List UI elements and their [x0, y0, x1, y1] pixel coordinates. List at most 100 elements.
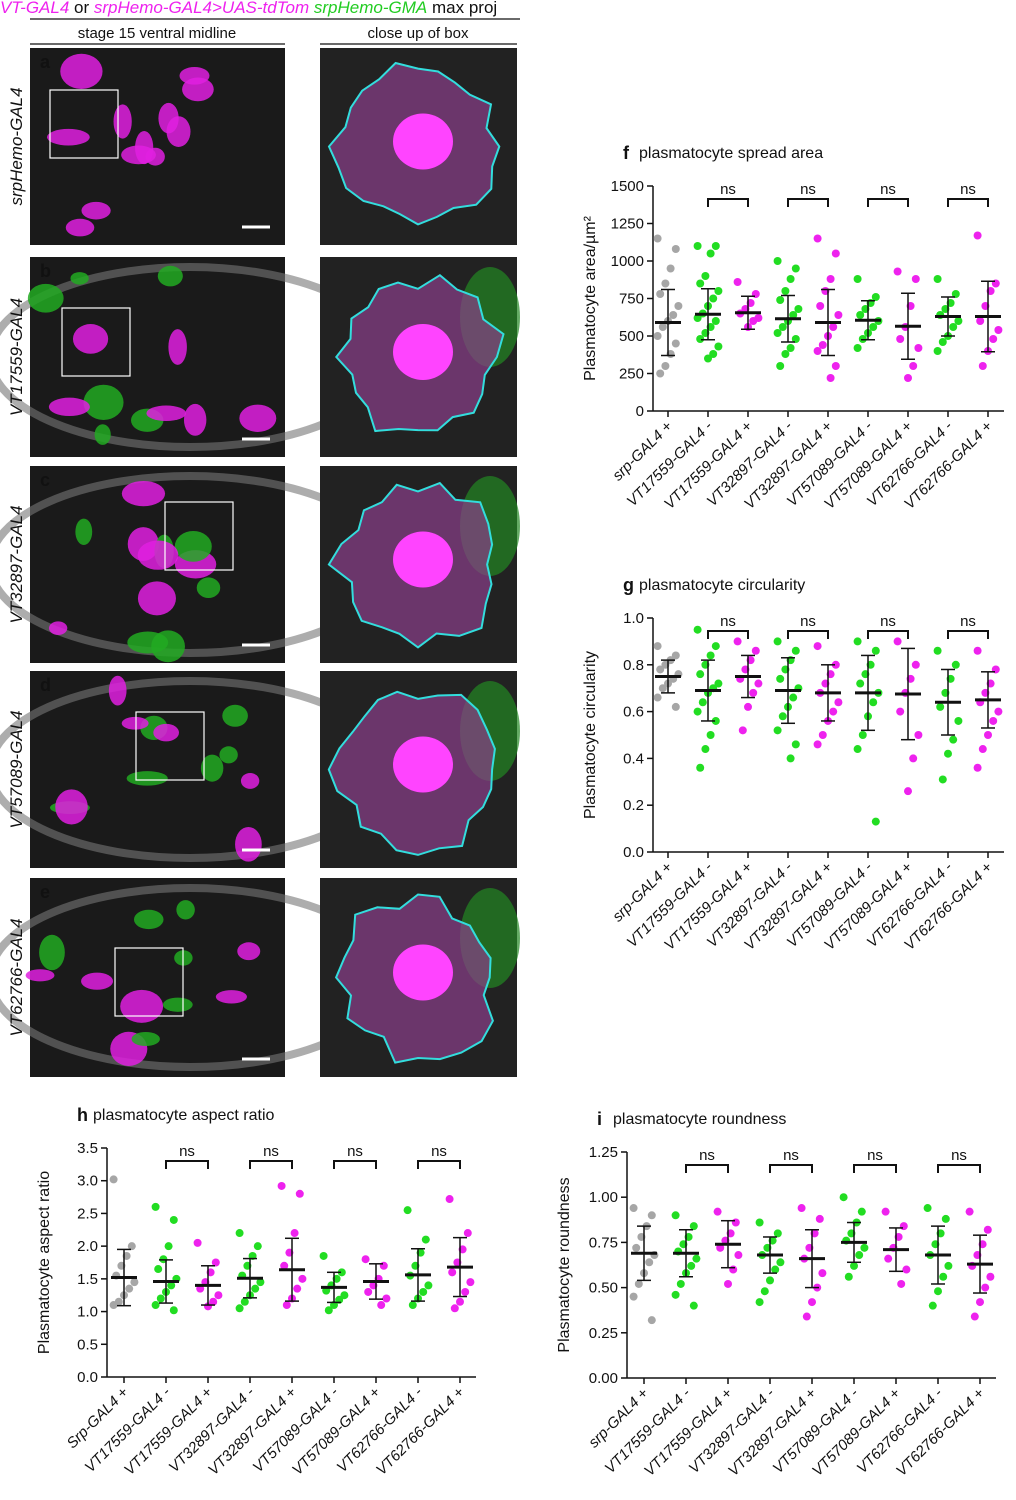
significance-bracket [787, 630, 829, 639]
y-tick-label: 0 [636, 403, 644, 420]
data-point [661, 362, 670, 370]
data-point [829, 707, 838, 716]
tdtom-signal [121, 716, 149, 730]
chart-title: plasmatocyte aspect ratio [93, 1107, 275, 1124]
data-point [896, 707, 905, 716]
data-point [818, 731, 827, 739]
data-point [789, 311, 798, 319]
data-point [853, 745, 862, 754]
data-point [693, 314, 702, 322]
panel-letter: a [40, 52, 51, 72]
data-point [424, 1281, 433, 1290]
data-point [933, 347, 942, 355]
data-point [298, 1274, 307, 1283]
data-point [776, 362, 785, 370]
gfp-signal [222, 704, 248, 727]
data-point [813, 347, 822, 355]
data-point [965, 1207, 974, 1216]
data-point [156, 1294, 165, 1303]
data-point [831, 249, 840, 258]
data-point [125, 1284, 134, 1293]
data-point [856, 679, 865, 688]
data-point [709, 350, 718, 358]
data-point [911, 660, 920, 669]
gfp-signal [133, 909, 164, 930]
header-part: or [74, 0, 89, 17]
significance-bracket [787, 198, 829, 207]
tdtom-signal [235, 826, 262, 862]
data-point [706, 249, 715, 258]
nucleus-signal [393, 531, 453, 588]
data-point [773, 257, 782, 265]
data-point [744, 702, 752, 711]
y-tick-label: 1.00 [589, 1189, 618, 1206]
y-tick-label: 1.0 [77, 1304, 98, 1321]
significance-label: ns [800, 181, 816, 198]
data-point [653, 642, 662, 651]
data-point [899, 1222, 908, 1231]
header-part: VT-GAL4 [0, 0, 69, 17]
y-axis-label: Plasmatocyte roundness [556, 1177, 573, 1352]
data-point [377, 1301, 386, 1310]
data-point [834, 311, 843, 319]
panel-letter: d [40, 675, 51, 695]
tdtom-signal [55, 789, 88, 825]
tdtom-signal [60, 53, 103, 90]
significance-label: ns [960, 181, 976, 198]
significance-label: ns [880, 613, 896, 630]
data-point [193, 1238, 202, 1247]
data-point [751, 646, 760, 655]
tdtom-signal [72, 324, 109, 354]
significance-bracket [685, 1164, 729, 1173]
data-point [978, 362, 987, 370]
data-point [834, 698, 843, 707]
y-axis-label: Plasmatocyte area/µm² [582, 215, 599, 381]
y-tick-label: 0.00 [589, 1370, 618, 1387]
inset-box [49, 89, 119, 159]
significance-bracket [707, 198, 749, 207]
data-point [978, 745, 987, 754]
y-tick-label: 0.0 [623, 844, 644, 861]
data-point [766, 1276, 774, 1285]
data-point [904, 787, 912, 796]
data-point [693, 242, 702, 250]
data-point [781, 350, 790, 358]
data-point [450, 1304, 459, 1313]
data-point [711, 317, 720, 325]
data-point [711, 716, 720, 725]
data-point [816, 302, 825, 310]
data-point [855, 1251, 864, 1260]
data-point [786, 344, 795, 352]
data-point [755, 1218, 764, 1227]
data-point [235, 1304, 244, 1313]
data-point [839, 1193, 848, 1202]
significance-label: ns [431, 1143, 447, 1160]
data-point [869, 323, 878, 331]
significance-bracket [947, 198, 989, 207]
row-label: VT17559-GAL4 [7, 298, 26, 416]
tdtom-signal [121, 480, 166, 507]
significance-bracket [165, 1160, 209, 1169]
data-point [954, 716, 963, 725]
tdtom-signal [46, 128, 90, 146]
header-part: srpHemo-GAL4>UAS-tdTom [94, 0, 309, 17]
y-tick-label: 3.0 [77, 1173, 98, 1190]
header-part: srpHemo-GMA [314, 0, 427, 17]
nucleus-signal [393, 324, 453, 380]
gfp-signal [75, 518, 93, 545]
data-point [716, 1243, 725, 1252]
y-tick-label: 0.50 [589, 1280, 618, 1297]
y-tick-label: 0.2 [623, 797, 644, 814]
inset-box [135, 711, 205, 781]
data-point [754, 679, 763, 688]
data-point [773, 1229, 782, 1238]
data-point [944, 749, 952, 758]
data-point [235, 1229, 244, 1238]
data-point [403, 1206, 412, 1215]
data-point [934, 1287, 942, 1296]
nucleus-signal [393, 113, 453, 170]
data-point [871, 817, 880, 826]
significance-label: ns [960, 613, 976, 630]
data-point [130, 1278, 139, 1287]
data-point [731, 1218, 740, 1227]
